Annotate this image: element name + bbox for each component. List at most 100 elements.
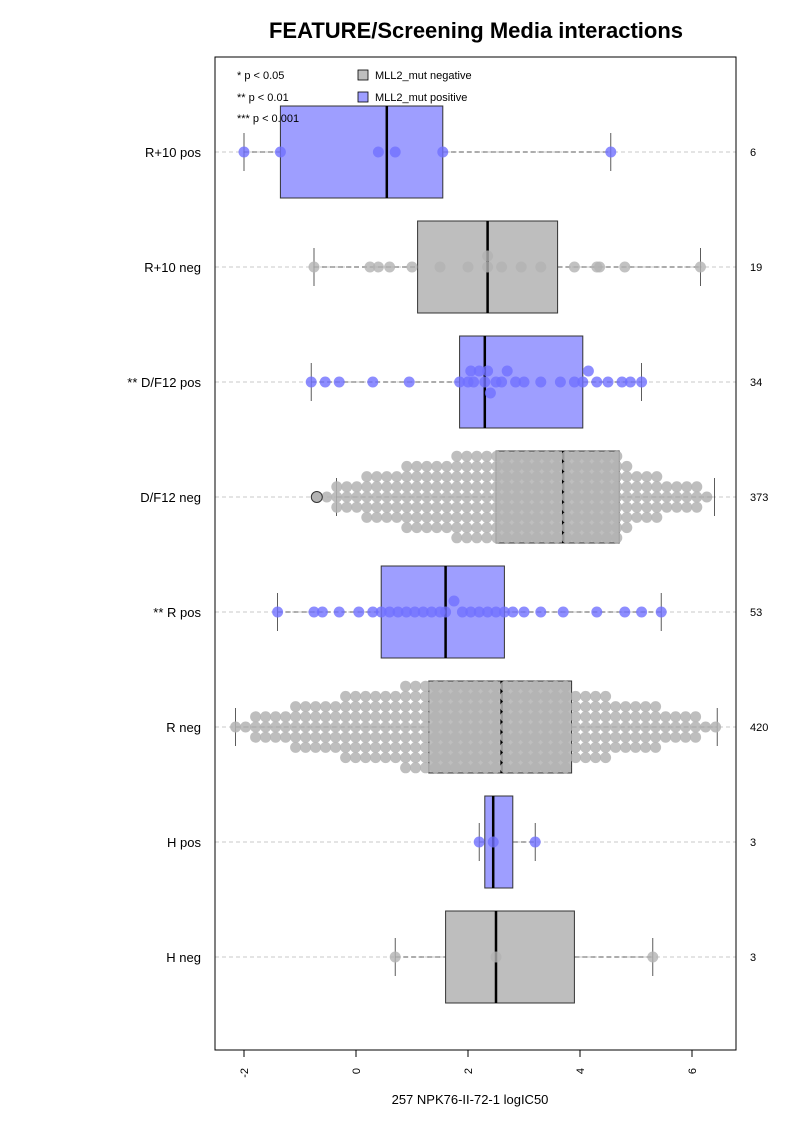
data-point: [430, 721, 442, 733]
data-point: [380, 711, 392, 723]
data-point: [470, 731, 482, 743]
data-point: [470, 690, 482, 702]
data-point: [290, 721, 302, 733]
data-point: [520, 762, 532, 774]
data-point: [480, 701, 492, 713]
data-point: [353, 606, 365, 618]
data-point: [521, 450, 533, 462]
data-point: [420, 711, 432, 723]
data-point: [380, 731, 392, 743]
data-point: [501, 481, 513, 493]
data-point: [521, 471, 533, 483]
data-point: [371, 501, 383, 513]
data-point: [441, 481, 453, 493]
data-point: [511, 460, 523, 472]
data-point: [290, 731, 302, 743]
data-point: [450, 680, 462, 692]
data-point: [421, 491, 433, 503]
data-point: [321, 491, 333, 503]
data-point: [360, 731, 372, 743]
x-tick-label: 2: [463, 1068, 475, 1074]
data-point: [350, 701, 362, 713]
data-point: [411, 481, 423, 493]
data-point: [490, 680, 502, 692]
data-point: [370, 701, 382, 713]
data-point: [380, 752, 392, 764]
data-point: [310, 741, 322, 753]
data-point: [590, 741, 602, 753]
data-point: [531, 522, 543, 534]
data-point: [631, 491, 643, 503]
data-point: [450, 752, 462, 764]
data-point: [501, 491, 513, 503]
data-point: [350, 690, 362, 702]
data-point: [465, 365, 477, 377]
data-point: [274, 146, 286, 158]
data-point: [290, 701, 302, 713]
data-point: [540, 762, 552, 774]
data-point: [448, 595, 460, 607]
data-point: [550, 711, 562, 723]
data-point: [340, 731, 352, 743]
data-point: [431, 491, 443, 503]
data-point: [640, 711, 652, 723]
data-point: [500, 711, 512, 723]
data-point: [350, 741, 362, 753]
data-point: [480, 690, 492, 702]
data-point: [431, 501, 443, 513]
data-point: [561, 501, 573, 513]
data-point: [460, 721, 472, 733]
data-point: [250, 721, 262, 733]
data-point: [641, 491, 653, 503]
data-point: [468, 376, 480, 388]
data-point: [621, 491, 633, 503]
data-point: [531, 501, 543, 513]
data-point: [470, 721, 482, 733]
data-point: [691, 491, 703, 503]
data-point: [454, 376, 466, 388]
data-point: [381, 511, 393, 523]
data-point: [250, 711, 262, 723]
data-point: [554, 376, 566, 388]
data-point: [580, 731, 592, 743]
data-point: [490, 731, 502, 743]
data-point: [351, 491, 363, 503]
data-point: [430, 701, 442, 713]
data-point: [450, 690, 462, 702]
data-point: [490, 690, 502, 702]
data-point: [410, 690, 422, 702]
data-point: [535, 376, 547, 388]
data-point: [636, 376, 648, 388]
data-point: [600, 690, 612, 702]
data-point: [371, 471, 383, 483]
data-point: [380, 741, 392, 753]
data-point: [480, 711, 492, 723]
data-point: [480, 731, 492, 743]
data-point: [631, 471, 643, 483]
data-point: [621, 460, 633, 472]
data-point: [310, 731, 322, 743]
data-point: [400, 701, 412, 713]
data-point: [530, 701, 542, 713]
data-point: [460, 680, 472, 692]
data-point: [501, 450, 513, 462]
data-point: [571, 491, 583, 503]
data-point: [690, 721, 702, 733]
data-point: [490, 752, 502, 764]
data-point: [550, 690, 562, 702]
data-point: [390, 741, 402, 753]
data-point: [440, 741, 452, 753]
data-point: [511, 501, 523, 513]
data-point: [531, 481, 543, 493]
data-point: [611, 460, 623, 472]
data-point: [560, 711, 572, 723]
data-point: [451, 532, 463, 544]
data-point: [471, 450, 483, 462]
data-point: [591, 471, 603, 483]
data-point: [480, 741, 492, 753]
data-point: [390, 711, 402, 723]
data-point: [330, 701, 342, 713]
data-point: [590, 721, 602, 733]
data-point: [420, 690, 432, 702]
data-point: [370, 741, 382, 753]
